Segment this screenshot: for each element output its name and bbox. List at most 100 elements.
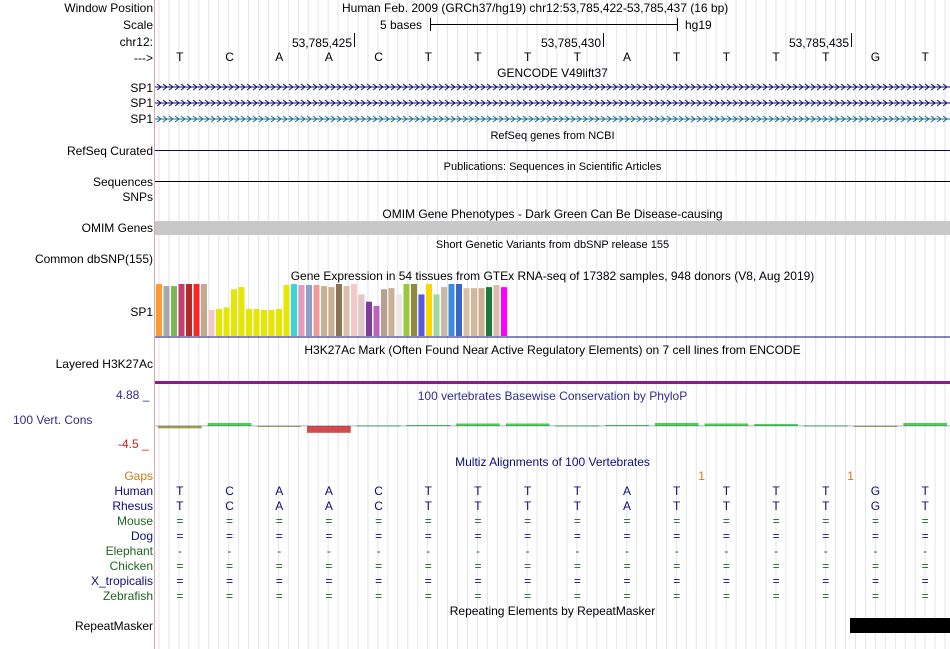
aligned-base: = xyxy=(275,589,283,603)
h3k27ac-track-title[interactable]: H3K27Ac Mark (Often Found Near Active Re… xyxy=(304,343,801,357)
gtex-tissue-bar xyxy=(261,310,267,336)
species-label[interactable]: X_tropicalis xyxy=(90,574,153,588)
aligned-base: = xyxy=(375,514,383,528)
species-label[interactable]: Zebrafish xyxy=(102,589,153,603)
aligned-base: = xyxy=(226,559,234,573)
dbsnp-track-title[interactable]: Short Genetic Variants from dbSNP releas… xyxy=(435,239,670,251)
aligned-base: = xyxy=(424,559,432,573)
aligned-base: T xyxy=(523,499,532,513)
omim-track-label[interactable]: OMIM Genes xyxy=(81,221,153,235)
aligned-base: = xyxy=(474,529,482,543)
gtex-tissue-bar xyxy=(283,285,290,336)
aligned-base: = xyxy=(424,529,432,543)
gencode-track-label[interactable]: SP1 xyxy=(130,81,153,95)
phylop-track-title[interactable]: 100 vertebrates Basewise Conservation by… xyxy=(417,389,688,403)
aligned-base: = xyxy=(275,529,283,543)
reference-base: T xyxy=(424,50,432,64)
gtex-tissue-bar xyxy=(426,284,432,336)
gtex-tissue-bar xyxy=(268,310,275,336)
reference-base: T xyxy=(523,50,532,64)
scale-bar xyxy=(430,24,678,25)
refseq-track-title[interactable]: RefSeq genes from NCBI xyxy=(490,130,615,142)
aligned-base: T xyxy=(822,499,830,513)
scale-label[interactable]: Scale xyxy=(122,18,153,32)
aligned-base: A xyxy=(623,484,632,498)
aligned-base: T xyxy=(921,499,929,513)
gtex-tissue-bar xyxy=(186,284,192,336)
aligned-base: C xyxy=(374,499,383,513)
omim-phenotype-bar[interactable] xyxy=(155,221,950,235)
aligned-base: = xyxy=(822,589,830,603)
gtex-tissue-bar xyxy=(366,301,372,336)
repeatmasker-track-label[interactable]: RepeatMasker xyxy=(74,619,153,633)
aligned-base: = xyxy=(623,559,631,573)
position-tick-label: 53,785,425 xyxy=(291,36,352,50)
species-label[interactable]: Elephant xyxy=(105,544,153,558)
publications-track-title[interactable]: Publications: Sequences in Scientific Ar… xyxy=(443,161,662,173)
aligned-base: = xyxy=(623,514,631,528)
gtex-track-label[interactable]: SP1 xyxy=(130,305,153,319)
publications-line[interactable] xyxy=(155,181,950,182)
gencode-track-label[interactable]: SP1 xyxy=(130,96,153,110)
aligned-base: - xyxy=(774,544,779,558)
aligned-base: - xyxy=(326,544,331,558)
aligned-base: - xyxy=(426,544,431,558)
species-label[interactable]: Dog xyxy=(130,529,153,543)
reference-base: T xyxy=(822,50,830,64)
gtex-track-title[interactable]: Gene Expression in 54 tissues from GTEx … xyxy=(290,269,815,283)
aligned-base: = xyxy=(623,589,631,603)
dbsnp-track-label[interactable]: Common dbSNP(155) xyxy=(34,252,153,266)
gtex-tissue-bar xyxy=(231,289,237,336)
aligned-base: = xyxy=(524,589,532,603)
scale-bar-text: 5 bases xyxy=(380,18,423,32)
refseq-track-label[interactable]: RefSeq Curated xyxy=(66,144,153,158)
aligned-base: = xyxy=(673,529,681,543)
species-label[interactable]: Chicken xyxy=(109,559,153,573)
aligned-base: G xyxy=(870,499,881,513)
strand-label: ---> xyxy=(134,51,153,65)
gencode-track-label[interactable]: SP1 xyxy=(130,112,153,126)
h3k27ac-track-label[interactable]: Layered H3K27Ac xyxy=(55,357,153,371)
gtex-bar-chart[interactable] xyxy=(155,284,950,340)
phylop-score-bar xyxy=(754,423,798,426)
repeatmasker-track-title[interactable]: Repeating Elements by RepeatMasker xyxy=(449,604,656,618)
phylop-plot[interactable] xyxy=(155,400,950,450)
species-label[interactable]: Mouse xyxy=(116,514,153,528)
aligned-base: T xyxy=(673,484,681,498)
snps-track-label[interactable]: SNPs xyxy=(122,190,153,204)
repeat-element-block[interactable] xyxy=(850,618,950,633)
refseq-gene-line[interactable] xyxy=(155,150,950,151)
omim-track-title[interactable]: OMIM Gene Phenotypes - Dark Green Can Be… xyxy=(382,207,723,221)
reference-base: A xyxy=(275,50,284,64)
gtex-tissue-bar xyxy=(253,308,260,336)
reference-base: G xyxy=(870,50,881,64)
gtex-tissue-bar xyxy=(156,284,162,336)
reference-base: A xyxy=(324,50,333,64)
h3k27ac-signal[interactable] xyxy=(155,381,950,384)
multiz-track-title[interactable]: Multiz Alignments of 100 Vertebrates xyxy=(455,455,650,469)
chrom-label[interactable]: chr12: xyxy=(119,35,153,49)
sequences-track-label[interactable]: Sequences xyxy=(92,175,153,189)
species-label[interactable]: Rhesus xyxy=(112,499,153,513)
gtex-tissue-bar xyxy=(328,287,335,336)
gtex-tissue-bar xyxy=(351,284,357,336)
aligned-base: - xyxy=(923,544,928,558)
aligned-base: C xyxy=(374,484,383,498)
aligned-base: = xyxy=(474,559,482,573)
window-position-label[interactable]: Window Position xyxy=(64,1,153,15)
aligned-base: = xyxy=(871,574,879,588)
label-column-separator xyxy=(154,0,155,649)
gencode-features[interactable] xyxy=(155,80,950,128)
gtex-tissue-bar xyxy=(403,284,410,336)
aligned-base: = xyxy=(573,559,581,573)
aligned-base: = xyxy=(573,574,581,588)
aligned-base: = xyxy=(921,574,929,588)
reference-base: T xyxy=(474,50,482,64)
species-label[interactable]: Human xyxy=(114,484,153,498)
gencode-track-title[interactable]: GENCODE V49lift37 xyxy=(497,66,608,80)
phylop-track-label[interactable]: 100 Vert. Cons xyxy=(13,413,93,427)
aligned-base: = xyxy=(772,529,780,543)
aligned-base: T xyxy=(523,484,532,498)
gtex-tissue-bar xyxy=(163,286,170,336)
aligned-base: = xyxy=(474,514,482,528)
